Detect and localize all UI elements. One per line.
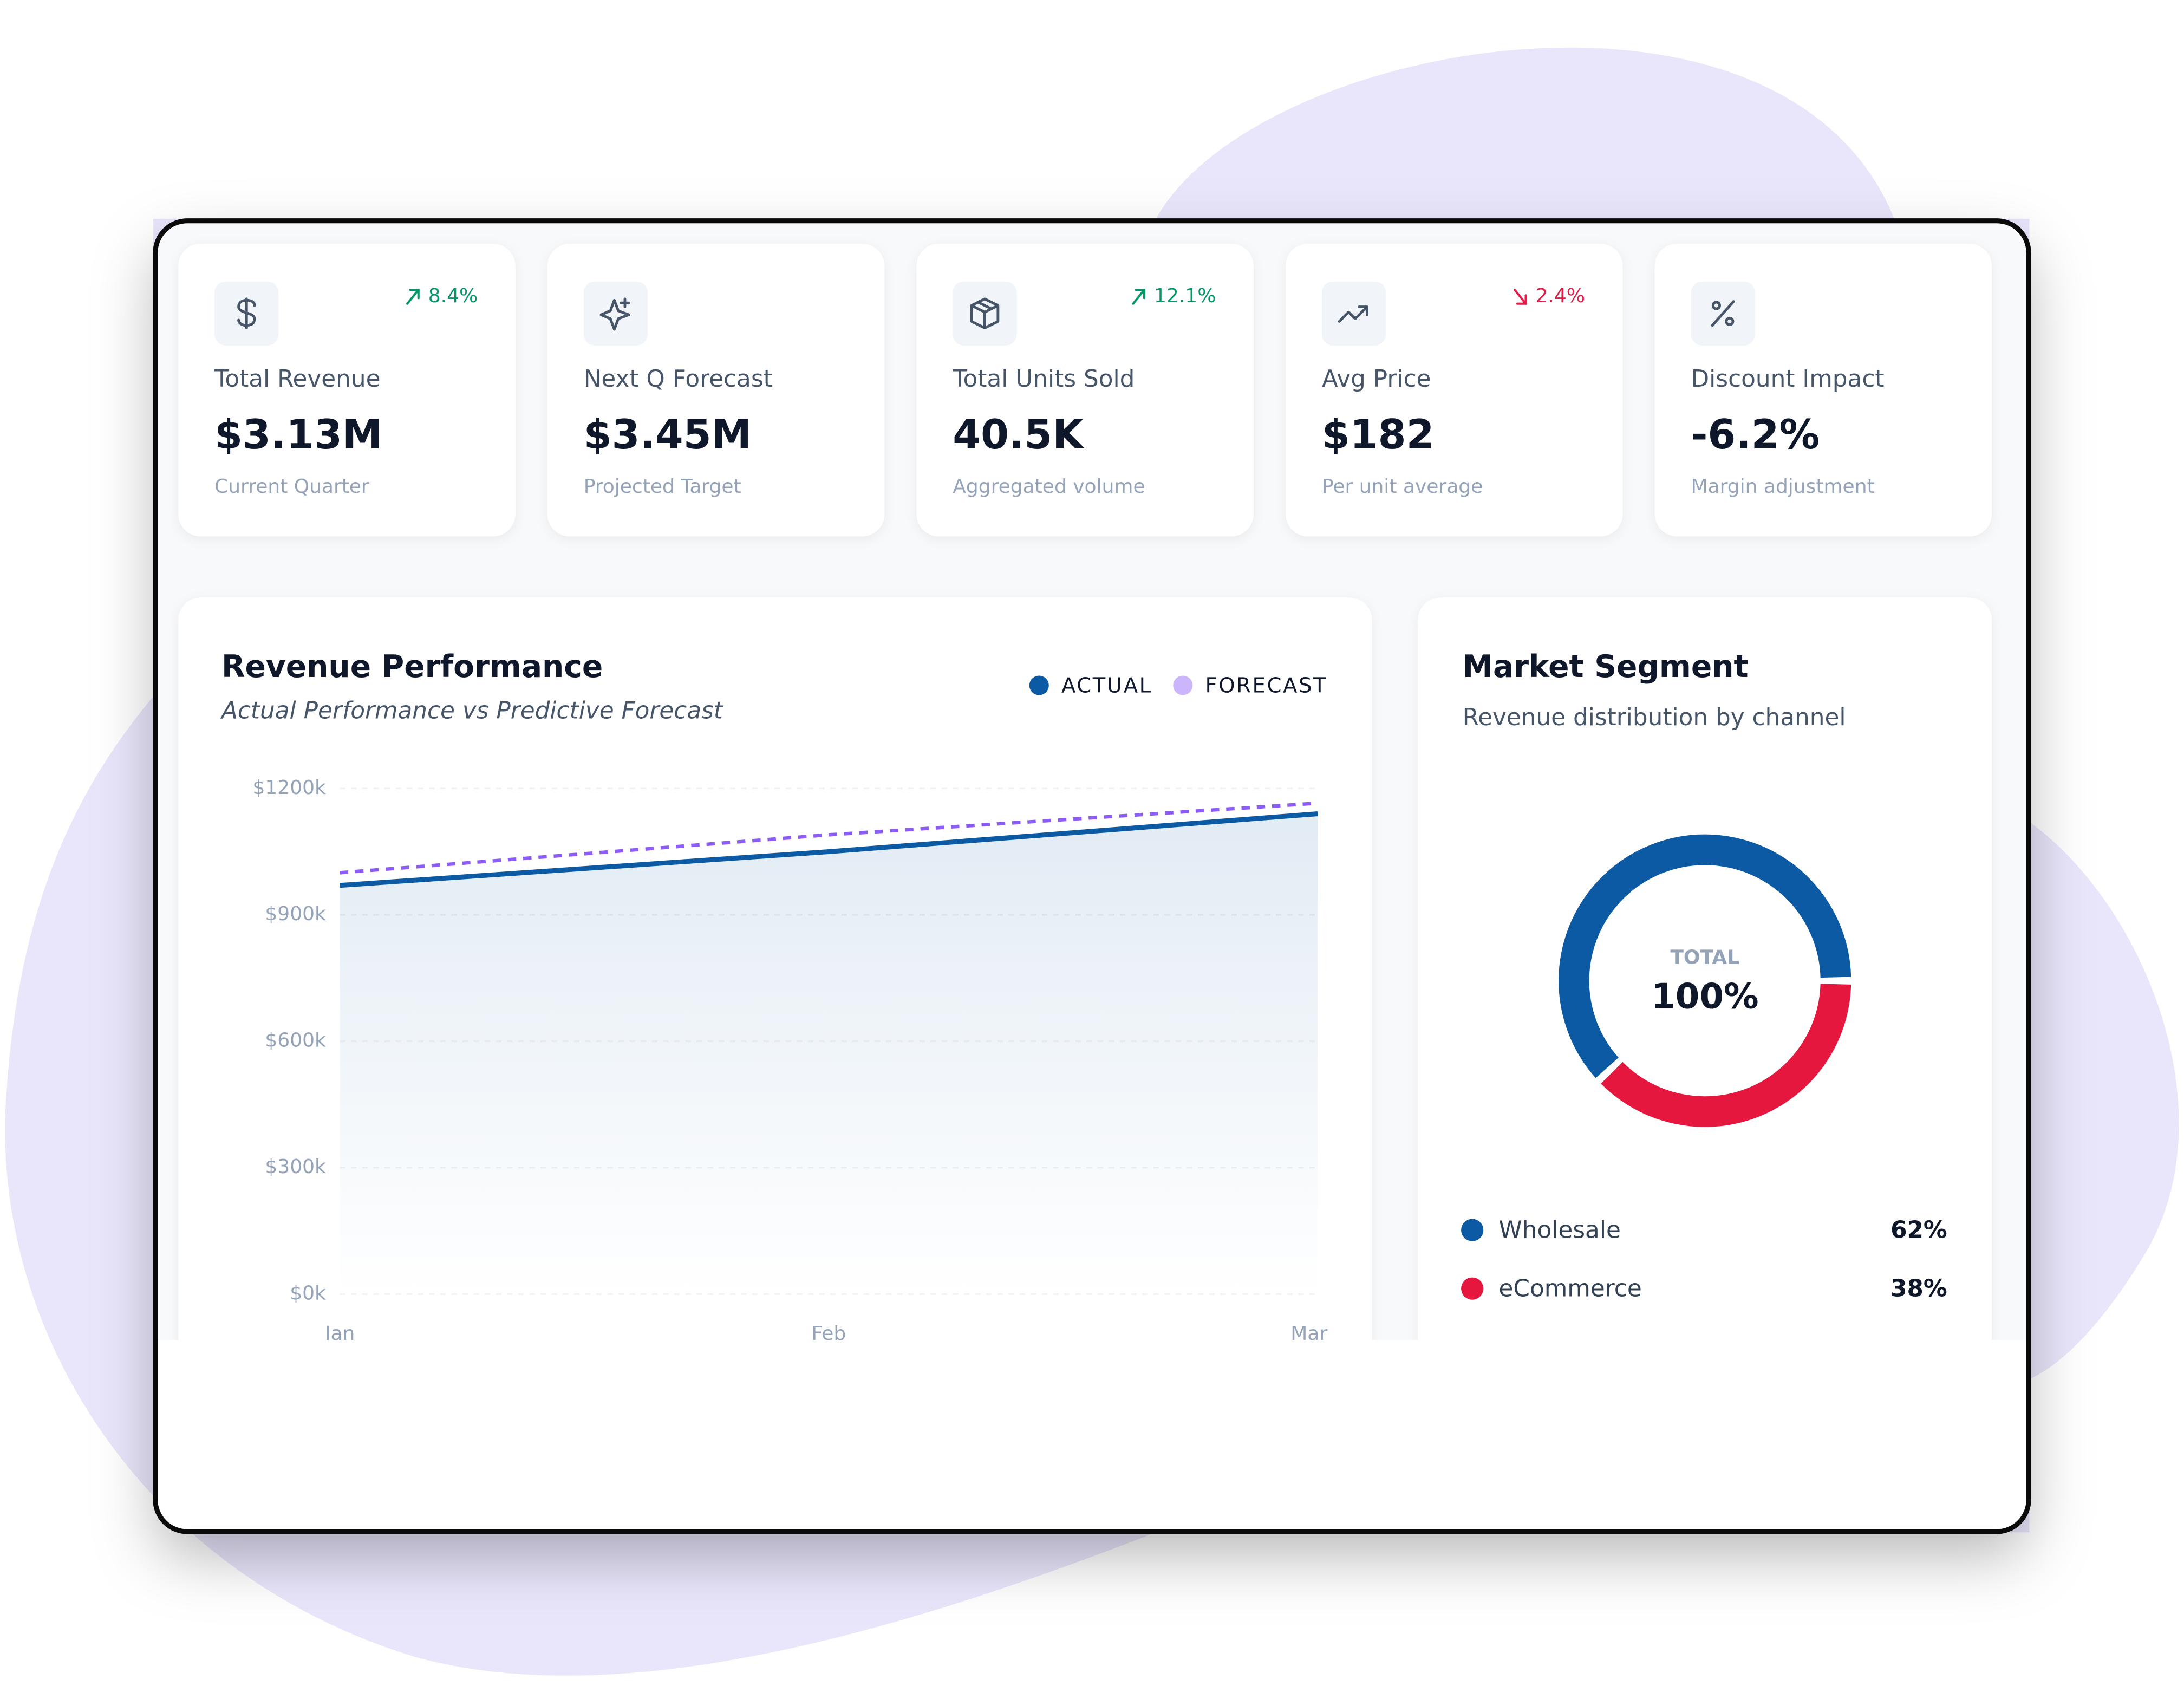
donut-segment xyxy=(1601,984,1851,1127)
legend-label: ACTUAL xyxy=(1061,674,1152,698)
y-tick-label: $1200k xyxy=(252,777,326,799)
kpi-label: Avg Price xyxy=(1322,365,1431,393)
legend-label: eCommerce xyxy=(1499,1275,1642,1303)
kpi-card: Next Q Forecast $3.45M Projected Target xyxy=(547,244,885,537)
kpi-label: Total Revenue xyxy=(214,365,380,393)
value-label: 38% xyxy=(1890,1275,1947,1303)
series-line xyxy=(340,811,1318,888)
legend-label: FORECAST xyxy=(1205,674,1327,698)
chart-subtitle: Revenue distribution by channel xyxy=(1463,704,1846,731)
kpi-icon xyxy=(970,297,1000,330)
kpi-card: 2.4% Avg Price $182 Per unit average xyxy=(1286,244,1623,537)
kpi-note: Per unit average xyxy=(1322,476,1483,498)
kpi-label: Next Q Forecast xyxy=(584,365,773,393)
trend-arrow xyxy=(406,288,420,305)
chart-title: Revenue Performance xyxy=(221,649,603,685)
donut-chart: Market Segment Revenue distribution by ch… xyxy=(1461,649,1947,1303)
change-badge: 12.1% xyxy=(1154,285,1216,307)
legend-dot xyxy=(1173,675,1193,695)
kpi-cards: 8.4% Total Revenue $3.13M Current Quarter Ne… xyxy=(178,244,1992,537)
kpi-label: Total Units Sold xyxy=(952,365,1135,393)
icon-box xyxy=(583,281,648,346)
kpi-icon xyxy=(1338,305,1368,323)
kpi-label: Discount Impact xyxy=(1691,365,1884,393)
change-badge: 2.4% xyxy=(1536,285,1585,307)
y-tick-label: $900k xyxy=(265,903,326,925)
trend-arrow xyxy=(1132,288,1146,305)
center-value: 100% xyxy=(1651,977,1759,1017)
donut-segment xyxy=(1559,834,1851,1078)
kpi-value: -6.2% xyxy=(1691,411,1820,458)
legend-dot xyxy=(1461,1277,1484,1300)
chart-subtitle: Actual Performance vs Predictive Forecas… xyxy=(220,696,724,724)
center-label: TOTAL xyxy=(1670,947,1739,969)
value-label: 62% xyxy=(1890,1216,1947,1244)
kpi-icon xyxy=(237,297,256,330)
y-tick-label: $600k xyxy=(265,1030,326,1052)
frame-border xyxy=(153,218,2031,1534)
kpi-card: 8.4% Total Revenue $3.13M Current Quarter xyxy=(178,244,516,537)
icon-box xyxy=(1321,281,1386,346)
legend-label: Wholesale xyxy=(1499,1216,1621,1244)
legend-dot xyxy=(1461,1219,1484,1241)
chart-title: Market Segment xyxy=(1463,649,1749,685)
kpi-icon xyxy=(1711,300,1735,327)
charts: Revenue Performance Actual Performance vs… xyxy=(220,649,1947,1345)
y-tick-label: $300k xyxy=(265,1156,326,1178)
donut-panel xyxy=(1418,597,1992,1434)
kpi-note: Current Quarter xyxy=(214,476,369,498)
kpi-card: 12.1% Total Units Sold 40.5K Aggregated vol… xyxy=(916,244,1254,537)
trend-arrow xyxy=(1513,288,1527,305)
kpi-card: Discount Impact -6.2% Margin adjustment xyxy=(1654,244,1992,537)
change-badge: 8.4% xyxy=(428,285,478,307)
legend-dot xyxy=(1029,675,1049,695)
blank-area xyxy=(156,1340,2028,1531)
kpi-value: $3.13M xyxy=(214,411,382,458)
series-line xyxy=(340,801,1318,875)
kpi-note: Projected Target xyxy=(584,476,741,498)
area xyxy=(340,813,1318,1294)
frame-content: 8.4% Total Revenue $3.13M Current Quarter Ne… xyxy=(156,221,2028,1531)
line-chart: Revenue Performance Actual Performance vs… xyxy=(220,649,1327,1345)
kpi-note: Aggregated volume xyxy=(953,476,1145,498)
kpi-icon xyxy=(599,297,630,331)
kpi-value: $3.45M xyxy=(584,411,752,458)
kpi-value: $182 xyxy=(1322,411,1435,458)
kpi-value: 40.5K xyxy=(953,411,1085,458)
kpi-note: Margin adjustment xyxy=(1691,476,1874,498)
y-tick-label: $0k xyxy=(290,1282,326,1304)
